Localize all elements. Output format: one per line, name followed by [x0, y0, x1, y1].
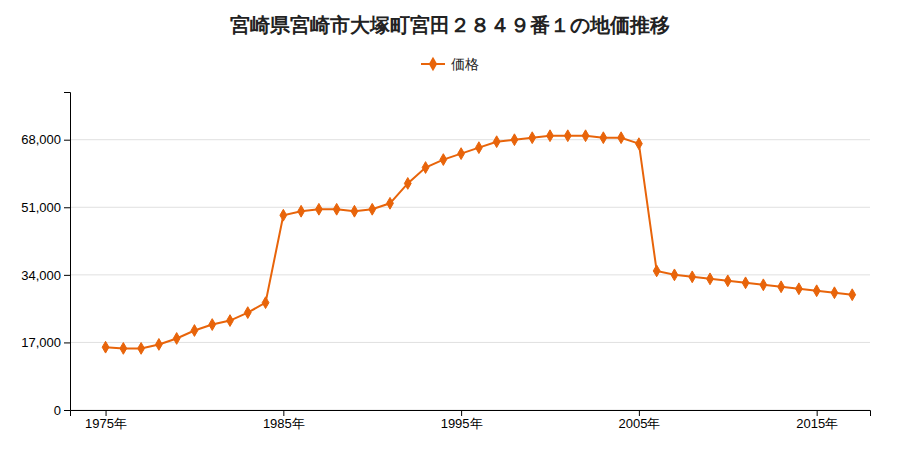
y-tick-label: 17,000 — [21, 335, 61, 350]
grid-line — [70, 342, 870, 343]
y-tick: 34,000 — [21, 268, 70, 283]
y-axis: 0 17,000 34,000 51,000 68,000 — [21, 93, 70, 418]
marker — [600, 132, 607, 144]
x-axis-line — [71, 411, 871, 417]
title: 宮崎県宮崎市大塚町宮田２８４９番１の地価推移 — [230, 13, 670, 37]
y-tick-label: 34,000 — [21, 268, 61, 283]
y-tick: 17,000 — [21, 335, 70, 350]
x-tick-mark — [461, 410, 462, 416]
marker — [707, 273, 714, 285]
y-tick-mark — [64, 140, 70, 141]
marker — [298, 205, 305, 217]
line — [106, 136, 853, 349]
marker — [244, 307, 251, 319]
marker — [262, 297, 269, 309]
x-tick-mark — [817, 410, 818, 416]
x-tick: 1975年 — [85, 410, 127, 431]
marker — [458, 148, 465, 160]
marker — [120, 343, 127, 355]
marker — [102, 341, 109, 353]
marker — [724, 275, 731, 287]
grid-line — [70, 274, 870, 275]
y-tick-mark — [64, 207, 70, 208]
chart: 1975年 1985年 1995年 2005年 2015年 0 17,000 34,000 51… — [0, 0, 900, 450]
marker — [742, 277, 749, 289]
marker — [618, 132, 625, 144]
x-axis: 1975年 1985年 1995年 2005年 2015年 — [71, 410, 871, 431]
y-tick-mark — [64, 275, 70, 276]
marker — [333, 203, 340, 215]
marker — [635, 138, 642, 150]
marker — [155, 339, 162, 351]
marker — [671, 269, 678, 281]
x-tick: 1995年 — [441, 410, 483, 431]
x-tick: 1985年 — [263, 410, 305, 431]
legend: 価格 — [421, 56, 479, 72]
y-tick: 51,000 — [21, 200, 70, 215]
x-tick-label: 1995年 — [441, 416, 483, 431]
marker — [387, 197, 394, 209]
marker — [849, 289, 856, 301]
grid — [70, 140, 870, 410]
x-tick: 2005年 — [618, 410, 660, 431]
marker — [173, 333, 180, 345]
marker — [422, 162, 429, 174]
marker — [760, 279, 767, 291]
marker — [547, 130, 554, 142]
marker — [529, 132, 536, 144]
y-tick-mark — [64, 342, 70, 343]
data — [102, 130, 855, 354]
legend-label: 価格 — [451, 56, 479, 72]
y-axis-line — [64, 93, 71, 411]
marker — [227, 315, 234, 327]
marker — [511, 134, 518, 146]
marker — [280, 209, 287, 221]
y-tick-label: 0 — [54, 403, 61, 418]
marker — [689, 271, 696, 283]
y-tick-label: 68,000 — [21, 132, 61, 147]
grid-line — [70, 139, 870, 140]
x-tick-label: 2005年 — [618, 416, 660, 431]
marker — [564, 130, 571, 142]
marker — [404, 178, 411, 190]
y-tick: 0 — [54, 403, 70, 418]
marker — [440, 154, 447, 166]
x-tick-mark — [106, 410, 107, 416]
marker — [795, 283, 802, 295]
x-tick-label: 2015年 — [796, 416, 838, 431]
legend-item: 価格 — [421, 56, 479, 72]
marker — [582, 130, 589, 142]
x-tick-mark — [639, 410, 640, 416]
legend-marker — [429, 57, 437, 71]
marker — [351, 205, 358, 217]
marker — [315, 203, 322, 215]
x-tick-mark — [283, 410, 284, 416]
x-tick-label: 1975年 — [85, 416, 127, 431]
plot: 1975年 1985年 1995年 2005年 2015年 0 17,000 34,000 51… — [21, 93, 870, 432]
marker — [831, 287, 838, 299]
marker — [209, 319, 216, 331]
x-tick: 2015年 — [796, 410, 838, 431]
y-tick-label: 51,000 — [21, 200, 61, 215]
marker — [138, 343, 145, 355]
marker — [493, 136, 500, 148]
marker — [369, 203, 376, 215]
y-tick-mark — [64, 410, 70, 411]
marker — [191, 325, 198, 337]
y-tick: 68,000 — [21, 132, 70, 147]
marker — [813, 285, 820, 297]
x-tick-label: 1985年 — [263, 416, 305, 431]
grid-line — [70, 207, 870, 208]
marker — [778, 281, 785, 293]
marker — [475, 142, 482, 154]
marker — [653, 265, 660, 277]
